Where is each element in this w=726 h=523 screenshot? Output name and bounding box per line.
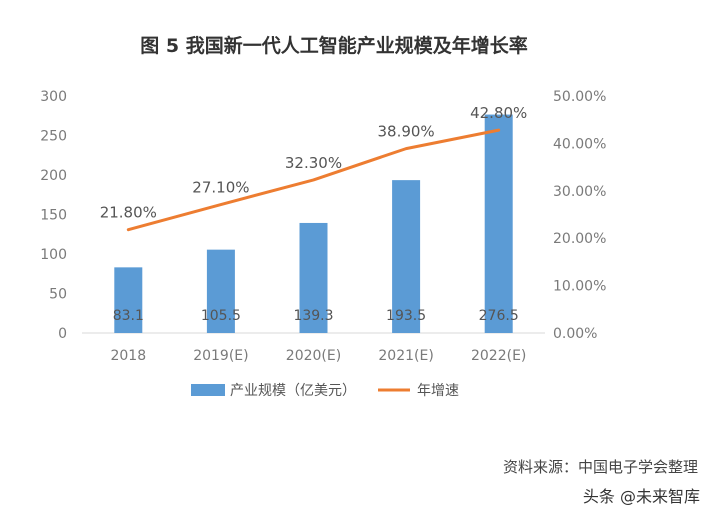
bar-value-label: 139.3 <box>293 308 333 324</box>
chart-title: 图 5 我国新一代人工智能产业规模及年增长率 <box>140 34 527 57</box>
x-axis-tick: 2018 <box>110 348 146 364</box>
bar-value-label: 105.5 <box>201 308 241 324</box>
x-axis-tick: 2020(E) <box>286 348 341 364</box>
left-axis-tick: 50 <box>49 287 67 303</box>
left-axis-tick: 100 <box>40 247 67 263</box>
growth-rate-label: 42.80% <box>470 104 527 122</box>
right-axis-tick: 20.00% <box>553 231 606 247</box>
right-axis-tick: 50.00% <box>553 89 606 105</box>
right-axis-tick: 10.00% <box>553 279 606 295</box>
legend: 产业规模（亿美元） 年增速 <box>191 383 459 399</box>
bar <box>114 267 143 333</box>
bar <box>484 114 513 333</box>
left-axis-tick: 300 <box>40 89 67 105</box>
growth-rate-label: 38.90% <box>377 123 434 141</box>
left-axis-tick: 150 <box>40 208 67 224</box>
bar-series <box>114 114 513 333</box>
bar <box>299 222 328 333</box>
right-axis: 0.00% 10.00% 20.00% 30.00% 40.00% 50.00% <box>553 89 606 342</box>
left-axis-tick: 0 <box>58 326 67 342</box>
growth-rate-label: 32.30% <box>285 154 342 172</box>
growth-rate-label: 27.10% <box>192 179 249 197</box>
source-note: 资料来源：中国电子学会整理 <box>503 458 698 476</box>
growth-line <box>126 128 501 232</box>
legend-bar-label: 产业规模（亿美元） <box>230 383 356 399</box>
right-axis-tick: 0.00% <box>553 326 597 342</box>
legend-bar-swatch <box>191 384 225 396</box>
left-axis-tick: 250 <box>40 129 67 145</box>
left-axis-tick: 200 <box>40 168 67 184</box>
line-labels: 21.80% 27.10% 32.30% 38.90% 42.80% <box>100 104 528 222</box>
x-axis-tick: 2021(E) <box>378 348 433 364</box>
x-axis: 2018 2019(E) 2020(E) 2021(E) 2022(E) <box>110 348 526 364</box>
bar <box>392 180 421 333</box>
growth-rate-label: 21.80% <box>100 204 157 222</box>
left-axis: 0 50 100 150 200 250 300 <box>40 89 67 342</box>
x-axis-tick: 2019(E) <box>193 348 248 364</box>
legend-line-label: 年增速 <box>417 383 459 399</box>
bar-value-label: 193.5 <box>386 308 426 324</box>
bar-labels: 83.1 105.5 139.3 193.5 276.5 <box>113 308 519 324</box>
bar-value-label: 83.1 <box>113 308 144 324</box>
right-axis-tick: 30.00% <box>553 184 606 200</box>
watermark-credit: 头条 @未来智库 <box>583 487 700 506</box>
right-axis-tick: 40.00% <box>553 136 606 152</box>
bar <box>206 249 235 333</box>
bar-value-label: 276.5 <box>479 308 519 324</box>
x-axis-tick: 2022(E) <box>471 348 526 364</box>
